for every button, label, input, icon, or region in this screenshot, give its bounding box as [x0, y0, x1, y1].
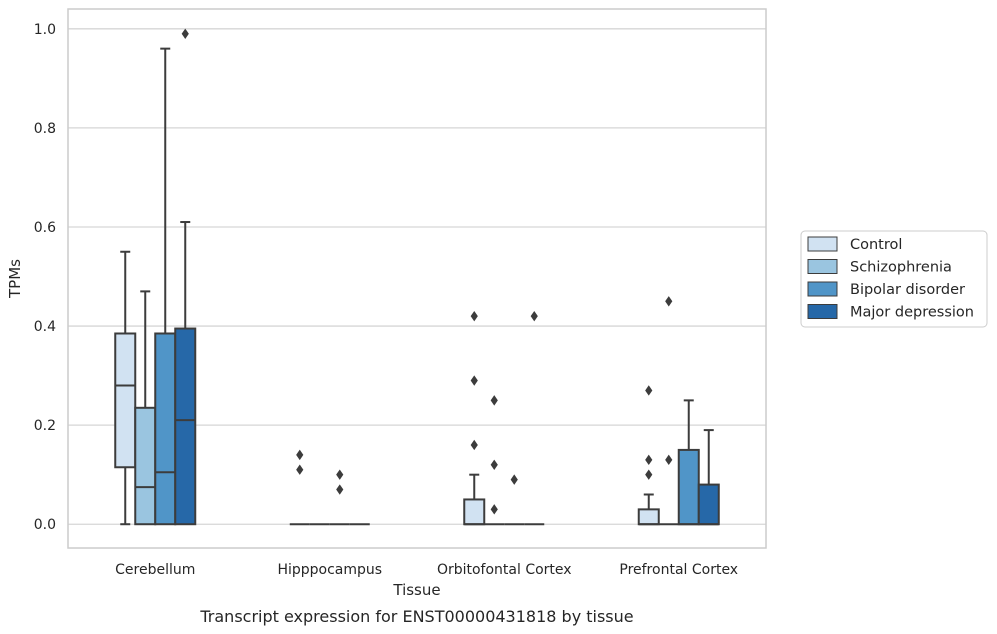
outlier-point [490, 459, 498, 470]
outlier-point [665, 454, 673, 466]
y-axis-title: TPMs [6, 259, 24, 299]
y-tick-label: 0.4 [34, 319, 56, 335]
legend-swatch [807, 236, 838, 252]
box-body [697, 483, 720, 526]
legend: Control Schizophrenia Bipolar disorder Majo… [800, 230, 988, 328]
chart-caption: Transcript expression for ENST0000043181… [199, 607, 633, 626]
outlier-point [645, 454, 653, 466]
box-0-1 [289, 449, 310, 526]
legend-label: Major depression [850, 305, 974, 321]
outlier-point [181, 28, 189, 39]
outlier-point [490, 395, 498, 406]
box-1-3 [658, 296, 679, 526]
y-tick-label: 0.0 [34, 517, 56, 533]
x-tick-label: Prefrontal Cortex [619, 562, 738, 578]
legend-label: Bipolar disorder [850, 282, 965, 298]
box-0-2 [463, 310, 486, 526]
outlier-point [470, 375, 478, 386]
box-1-0 [134, 290, 157, 526]
box-body [134, 406, 157, 526]
outlier-point [645, 469, 653, 480]
box-3-2 [524, 310, 545, 526]
box-3-0 [174, 28, 197, 526]
legend-frame [800, 230, 988, 328]
box-body [463, 498, 486, 526]
y-tick-label: 0.2 [34, 418, 56, 434]
box-2-0 [154, 47, 177, 526]
box-2-3 [677, 399, 700, 526]
box-2-1 [329, 469, 350, 526]
x-tick-label: Orbitofontal Cortex [437, 562, 572, 578]
outlier-point [296, 449, 304, 461]
legend-label: Schizophrenia [850, 260, 952, 276]
outlier-point [645, 385, 653, 396]
box-body [114, 332, 137, 469]
box-0-0 [114, 250, 137, 526]
box-body [637, 508, 660, 526]
legend-swatch [807, 281, 838, 297]
outlier-point [530, 310, 538, 322]
box-0-3 [637, 385, 660, 526]
x-axis-title: Tissue [392, 581, 440, 599]
y-tick-label: 0.6 [34, 220, 56, 236]
outlier-point [470, 439, 478, 451]
box-body [154, 332, 177, 526]
legend-swatch [807, 259, 838, 274]
outlier-point [510, 474, 518, 485]
box-3-3 [697, 429, 720, 526]
x-tick-labels: Cerebellum Hipppocampus Orbitofontal Corte… [115, 562, 738, 578]
outlier-point [336, 469, 344, 480]
y-tick-label: 1.0 [34, 22, 56, 38]
y-tick-labels: 0.0 0.2 0.4 0.6 0.8 1.0 [34, 22, 56, 533]
box-layer [114, 28, 720, 526]
box-2-2 [504, 474, 525, 526]
plot-area-frame [67, 8, 767, 549]
box-body [677, 448, 700, 526]
outlier-point [336, 484, 344, 495]
x-tick-label: Cerebellum [115, 562, 195, 578]
box-body [174, 327, 197, 526]
legend-label: Control [850, 237, 902, 253]
box-1-2 [484, 395, 505, 526]
outlier-point [296, 464, 304, 475]
y-tick-label: 0.8 [34, 121, 56, 137]
outlier-point [490, 504, 498, 515]
outlier-point [665, 296, 673, 307]
outlier-point [470, 310, 478, 322]
legend-swatch [807, 304, 838, 319]
x-tick-label: Hipppocampus [277, 562, 382, 578]
